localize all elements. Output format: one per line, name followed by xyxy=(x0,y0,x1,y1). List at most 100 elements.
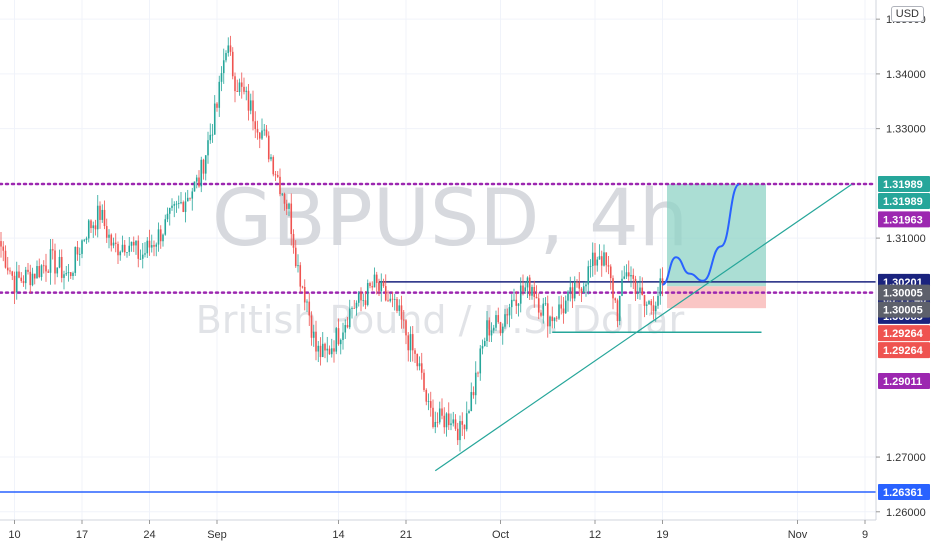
candle-body xyxy=(360,292,362,301)
candle-body xyxy=(324,343,326,351)
candle-body xyxy=(31,273,34,286)
candle-body xyxy=(72,272,74,277)
candle-body xyxy=(220,73,223,82)
candle-body xyxy=(148,240,151,248)
candle-body xyxy=(49,249,52,273)
candle-body xyxy=(256,129,259,133)
candle-body xyxy=(38,266,41,277)
long-position-box[interactable] xyxy=(667,183,766,309)
candle-body xyxy=(297,265,299,267)
candle-body xyxy=(299,265,302,287)
candle-body xyxy=(580,288,583,294)
time-tick-label: Sep xyxy=(207,529,227,541)
candle-body xyxy=(418,363,421,367)
candle-body xyxy=(20,277,23,282)
candle-body xyxy=(522,285,524,292)
candle-body xyxy=(155,244,158,247)
candle-body xyxy=(468,411,470,414)
candle-body xyxy=(321,343,324,358)
candle-body xyxy=(636,292,639,294)
candle-body xyxy=(443,415,446,428)
candle-body xyxy=(510,299,513,308)
candle-body xyxy=(551,316,554,322)
candle-body xyxy=(398,305,401,311)
candle-body xyxy=(9,270,11,272)
candle-body xyxy=(87,220,90,239)
candle-body xyxy=(63,274,65,278)
drawings[interactable] xyxy=(434,183,852,472)
candle-body xyxy=(558,304,560,319)
candle-body xyxy=(117,243,119,256)
candle-body xyxy=(121,244,124,252)
candle-body xyxy=(562,308,565,314)
currency-button[interactable]: USD xyxy=(890,6,924,22)
candle-body xyxy=(150,245,153,248)
time-axis[interactable]: 10 17 24 Sep 14 21 Oct 12 19 Nov 9 xyxy=(0,519,876,550)
candle-body xyxy=(537,298,540,313)
candle-body xyxy=(659,278,662,296)
candle-body xyxy=(162,234,164,242)
price-tag xyxy=(878,342,930,359)
time-tick-label: 21 xyxy=(400,529,412,541)
candle-body xyxy=(549,316,551,327)
candle-body xyxy=(582,286,585,294)
candle-body xyxy=(607,265,610,267)
candle-body xyxy=(279,176,281,195)
candle-body xyxy=(171,205,173,208)
price-tick-label: 1.27000 xyxy=(886,452,926,464)
candle-body xyxy=(267,135,270,160)
candle-body xyxy=(94,225,97,230)
candle-body xyxy=(564,300,567,314)
watermark-description: British Pound / U.S. Dollar xyxy=(196,298,685,342)
candle-body xyxy=(499,322,502,334)
candle-body xyxy=(483,341,486,347)
candle-body xyxy=(526,277,529,288)
candle-body xyxy=(96,205,99,230)
candle-body xyxy=(346,325,349,328)
candle-body xyxy=(328,348,331,355)
candle-body xyxy=(303,287,306,303)
candle-body xyxy=(270,157,272,160)
candle-body xyxy=(168,207,171,214)
candle-body xyxy=(36,266,38,279)
candle-body xyxy=(141,254,144,259)
candle-body xyxy=(2,246,5,251)
candle-body xyxy=(630,275,632,277)
candle-body xyxy=(596,259,599,266)
horizontal-levels[interactable] xyxy=(0,182,878,493)
candle-body xyxy=(234,76,236,92)
price-tag-label: 1.29011 xyxy=(883,376,922,388)
candle-body xyxy=(594,252,596,266)
candle-body xyxy=(339,339,342,345)
candle-body xyxy=(103,209,106,227)
candle-body xyxy=(400,305,403,320)
candle-body xyxy=(11,271,14,276)
candle-body xyxy=(472,392,475,396)
candle-body xyxy=(173,204,176,206)
candle-body xyxy=(90,220,92,229)
candle-body xyxy=(344,325,347,333)
candle-body xyxy=(452,419,455,424)
candle-body xyxy=(337,328,340,345)
price-tag-label: 1.31989 xyxy=(883,196,923,208)
candle-body xyxy=(477,372,479,374)
candle-body xyxy=(495,315,497,328)
candle-body xyxy=(193,181,196,192)
candle-body xyxy=(486,320,488,342)
candle-body xyxy=(51,249,54,251)
price-tag-label: 1.31989 xyxy=(883,179,923,191)
candle-body xyxy=(589,266,592,267)
candle-body xyxy=(504,314,506,327)
candle-body xyxy=(283,193,286,204)
candle-body xyxy=(310,315,313,338)
candle-body xyxy=(180,202,182,204)
candle-body xyxy=(598,256,601,260)
candle-body xyxy=(585,284,587,287)
candle-body xyxy=(348,308,351,328)
candle-body xyxy=(479,348,482,374)
candle-body xyxy=(614,298,617,301)
candle-body xyxy=(481,346,484,349)
candle-body xyxy=(110,234,113,246)
candle-body xyxy=(15,271,18,293)
